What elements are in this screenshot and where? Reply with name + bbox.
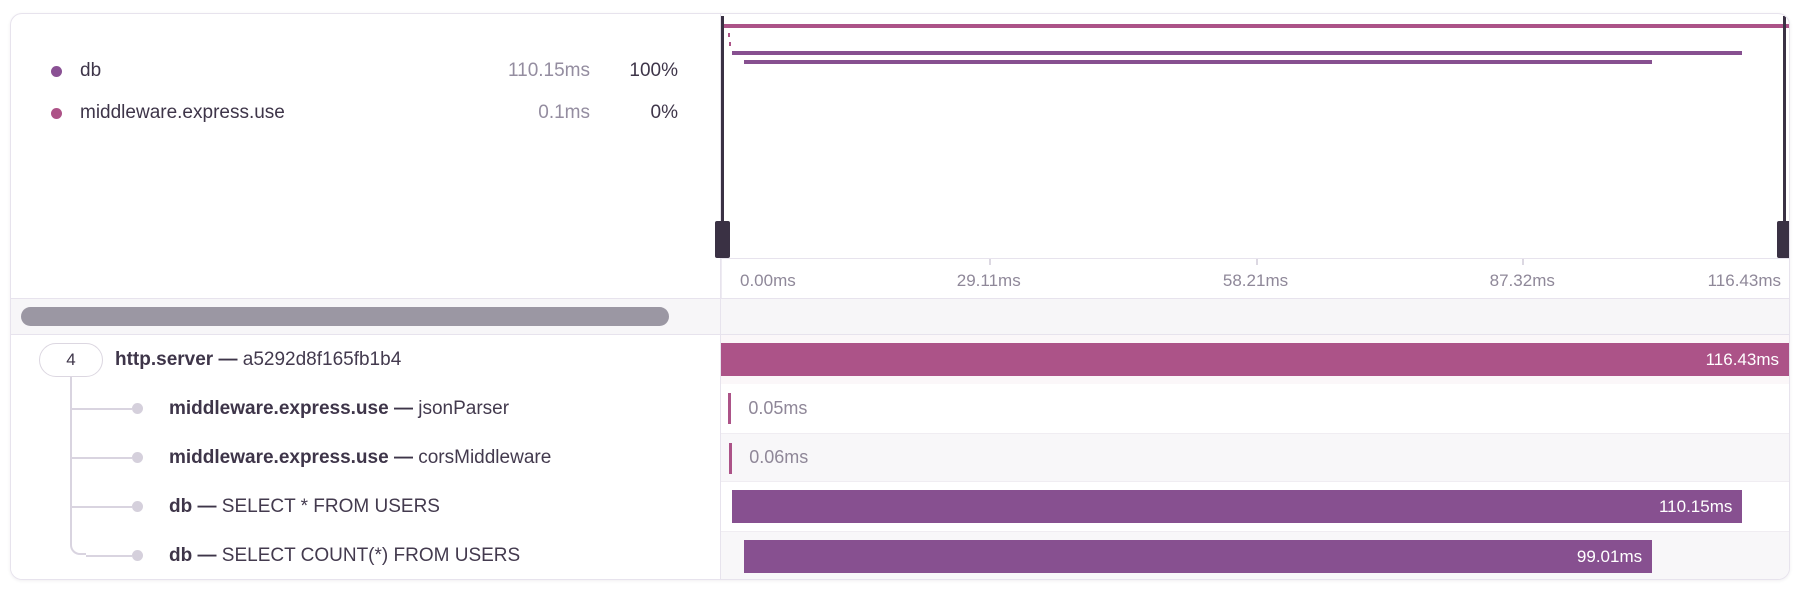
minimap-right-grip[interactable] bbox=[1777, 221, 1789, 258]
span-row[interactable]: 4 http.server — a5292d8f165fb1b4 116.43ms bbox=[11, 335, 1789, 384]
span-row[interactable]: db — SELECT * FROM USERS 110.15ms bbox=[11, 482, 1789, 531]
minimap-left-grip[interactable] bbox=[715, 221, 730, 258]
axis-tick-label: 87.32ms bbox=[1489, 271, 1555, 290]
axis-tick-label: 0.00ms bbox=[740, 271, 796, 290]
span-label: db — SELECT COUNT(*) FROM USERS bbox=[169, 545, 520, 567]
tree-connector-vertical bbox=[70, 433, 72, 482]
span-description: jsonParser bbox=[418, 397, 510, 419]
tree-connector-vertical bbox=[70, 384, 72, 433]
tree-connector-branch bbox=[72, 407, 132, 410]
span-duration-label: 116.43ms bbox=[1705, 349, 1779, 369]
span-rows: 4 http.server — a5292d8f165fb1b4 116.43ms m… bbox=[11, 335, 1789, 579]
tree-connector-branch bbox=[86, 554, 132, 557]
tree-connector-vertical bbox=[70, 377, 72, 384]
span-duration-label: 0.06ms bbox=[749, 447, 809, 467]
span-label: middleware.express.use — jsonParser bbox=[169, 398, 509, 420]
span-bar[interactable] bbox=[729, 443, 733, 474]
horizontal-scrollbar-thumb[interactable] bbox=[21, 307, 669, 326]
span-op: db — bbox=[169, 495, 217, 517]
span-bar[interactable]: 99.01ms bbox=[743, 540, 1653, 573]
span-duration-label: 99.01ms bbox=[1576, 546, 1643, 566]
axis-tick bbox=[1255, 259, 1258, 265]
legend-item[interactable]: middleware.express.use 0.1ms 0% bbox=[51, 92, 678, 134]
legend-item[interactable]: db 110.15ms 100% bbox=[51, 50, 678, 92]
span-description: SELECT COUNT(*) FROM USERS bbox=[221, 544, 521, 566]
span-label: middleware.express.use — corsMiddleware bbox=[169, 447, 551, 469]
axis-tick bbox=[988, 259, 991, 265]
horizontal-scrollbar-track[interactable] bbox=[11, 299, 721, 334]
span-tree-cell[interactable]: middleware.express.use — jsonParser bbox=[11, 384, 721, 433]
span-description: corsMiddleware bbox=[418, 446, 552, 468]
span-op: http.server — bbox=[115, 348, 238, 370]
trace-header-section: db 110.15ms 100% middleware.express.use 0.1m… bbox=[11, 14, 1789, 298]
timeline-axis: 0.00ms 29.11ms 58.21ms 87.32ms 116.43ms bbox=[721, 258, 1789, 298]
span-bar-cell[interactable]: 99.01ms bbox=[721, 531, 1789, 579]
span-op: middleware.express.use — bbox=[169, 397, 413, 419]
span-tree-cell[interactable]: db — SELECT * FROM USERS bbox=[11, 482, 721, 531]
span-bar[interactable]: 116.43ms bbox=[721, 343, 1789, 376]
scrollbar-row-spacer bbox=[721, 299, 1789, 334]
span-duration-label: 0.05ms bbox=[748, 398, 808, 418]
tree-connector-branch bbox=[72, 505, 132, 508]
span-op: db — bbox=[169, 544, 217, 566]
span-op: middleware.express.use — bbox=[169, 446, 413, 468]
legend-panel: db 110.15ms 100% middleware.express.use 0.1m… bbox=[11, 14, 721, 298]
span-label: db — SELECT * FROM USERS bbox=[169, 496, 440, 518]
span-row[interactable]: db — SELECT COUNT(*) FROM USERS 99.01ms bbox=[11, 530, 1789, 579]
span-row[interactable]: middleware.express.use — corsMiddleware 0… bbox=[11, 433, 1789, 482]
horizontal-scrollbar-row bbox=[11, 298, 1789, 335]
legend-span-duration: 0.1ms bbox=[538, 102, 590, 123]
tree-connector-dot bbox=[132, 550, 143, 561]
span-label: http.server — a5292d8f165fb1b4 bbox=[115, 349, 401, 371]
trace-waterfall-panel: db 110.15ms 100% middleware.express.use 0.1m… bbox=[10, 13, 1790, 580]
span-description: a5292d8f165fb1b4 bbox=[242, 348, 402, 370]
minimap-bar bbox=[721, 33, 1789, 37]
axis-tick-label: 58.21ms bbox=[1222, 271, 1289, 290]
span-bar-cell[interactable]: 0.05ms bbox=[721, 384, 1789, 433]
axis-tick bbox=[1522, 259, 1525, 265]
span-tree-cell[interactable]: 4 http.server — a5292d8f165fb1b4 bbox=[11, 335, 721, 384]
span-tree-cell[interactable]: middleware.express.use — corsMiddleware bbox=[11, 433, 721, 482]
span-tree-cell[interactable]: db — SELECT COUNT(*) FROM USERS bbox=[11, 530, 721, 579]
axis-tick-label: 29.11ms bbox=[956, 271, 1021, 290]
minimap-bars bbox=[721, 24, 1789, 69]
tree-connector-dot bbox=[132, 452, 143, 463]
tree-connector-branch bbox=[72, 456, 132, 459]
tree-connector-vertical bbox=[70, 482, 72, 531]
span-bar[interactable]: 110.15ms bbox=[732, 490, 1743, 523]
span-bar-cell[interactable]: 116.43ms bbox=[721, 335, 1789, 384]
legend-span-percent: 0% bbox=[650, 102, 678, 123]
legend-span-name: db bbox=[80, 60, 102, 81]
span-row[interactable]: middleware.express.use — jsonParser 0.05m… bbox=[11, 384, 1789, 433]
tree-connector-elbow bbox=[70, 530, 86, 555]
minimap-left-handle[interactable] bbox=[715, 16, 730, 258]
minimap-bar bbox=[721, 60, 1789, 64]
legend-span-percent: 100% bbox=[629, 60, 678, 81]
span-bar-cell[interactable]: 110.15ms bbox=[721, 482, 1789, 531]
span-bar[interactable] bbox=[728, 393, 732, 424]
span-duration-label: 110.15ms bbox=[1658, 496, 1733, 516]
minimap-right-handle[interactable] bbox=[1777, 16, 1789, 258]
axis-tick-label: 116.43ms bbox=[1707, 271, 1781, 290]
span-color-dot bbox=[51, 65, 62, 77]
tree-connector-dot bbox=[132, 403, 143, 414]
child-count-badge[interactable]: 4 bbox=[39, 342, 103, 377]
trace-minimap[interactable]: 0.00ms 29.11ms 58.21ms 87.32ms 116.43ms bbox=[715, 14, 1789, 298]
span-bar-cell[interactable]: 0.06ms bbox=[721, 433, 1789, 482]
minimap-bar bbox=[721, 24, 1789, 28]
span-color-dot bbox=[51, 107, 62, 119]
tree-connector-dot bbox=[132, 501, 143, 512]
minimap-bar bbox=[721, 42, 1789, 46]
minimap-bar bbox=[721, 51, 1789, 55]
span-description: SELECT * FROM USERS bbox=[221, 495, 440, 517]
legend-span-name: middleware.express.use bbox=[80, 102, 285, 123]
legend-span-duration: 110.15ms bbox=[507, 60, 590, 81]
